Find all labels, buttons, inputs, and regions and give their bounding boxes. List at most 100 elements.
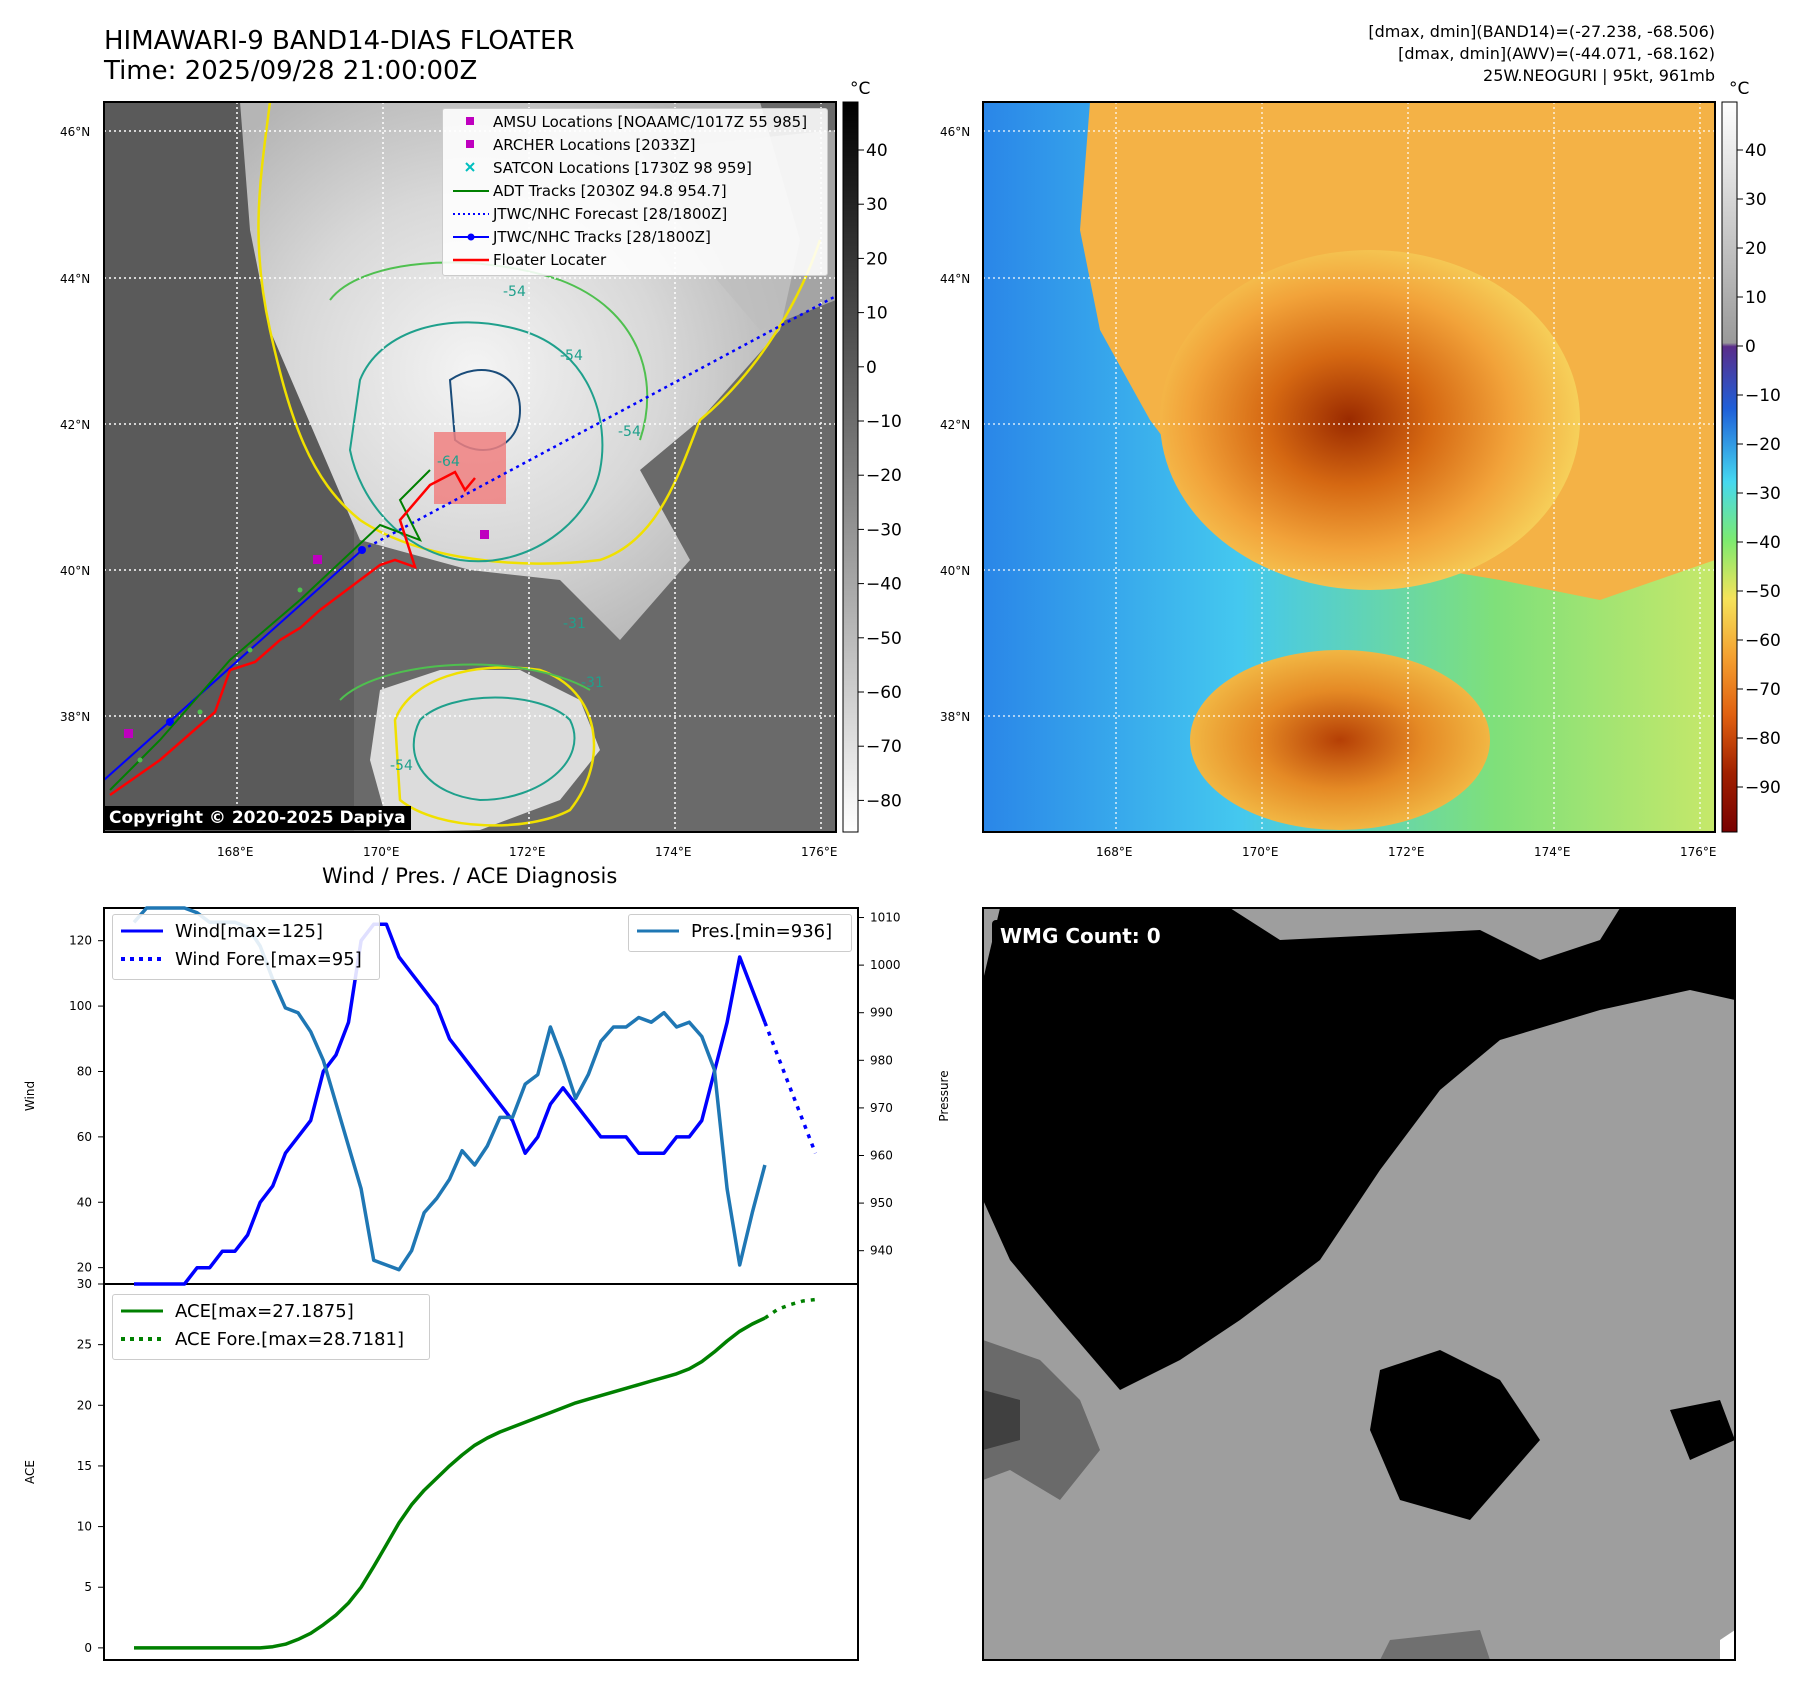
copyright-badge: Copyright © 2020-2025 Dapiya [104,806,411,830]
colorbar-tick-label: −10 [866,412,902,432]
contour-green [329,261,649,701]
y-right-tick-label: 990 [870,1006,893,1020]
ace-legend: ACE[max=27.1875] ACE Fore.[max=28.7181] [112,1294,430,1360]
legend-label: Wind[max=125] [175,921,323,942]
colorbar-tick-label: 40 [1745,141,1767,161]
colorbar-tick-label: −50 [866,629,902,649]
cloud-band-south [370,670,600,832]
legend-item: Wind Fore.[max=95] [113,947,379,970]
y-tick-label: 40 [77,1195,92,1209]
legend-item: ADT Tracks [2030Z 94.8 954.7] [443,180,827,202]
legend-label: ADT Tracks [2030Z 94.8 954.7] [493,182,727,200]
legend-label: Pres.[min=936] [691,921,833,942]
wmg-count-badge: WMG Count: 0 [992,920,1169,952]
line-icon [121,1309,163,1313]
legend-item: ACE[max=27.1875] [113,1299,429,1322]
colorbar-tick-label: −80 [1745,729,1781,749]
colorbar-tick-label: −20 [866,466,902,486]
dotted-line-icon [121,957,163,961]
y-tick-label: 20 [77,1261,92,1275]
legend-item: Floater Locater [443,249,827,271]
line-icon [121,929,163,933]
best-track [104,549,363,781]
y-right-tick-label: 980 [870,1053,893,1067]
legend-label: ARCHER Locations [2033Z] [493,136,696,154]
lon-label: 168°E [1096,845,1133,859]
series-line [763,1021,818,1154]
colorbar-tick-label: 20 [866,249,888,269]
y-axis-label: ACE [23,1460,37,1484]
y-tick-label: 5 [84,1580,92,1594]
lon-label: 174°E [1534,845,1571,859]
lon-label: 176°E [801,845,838,859]
legend-label: AMSU Locations [NOAAMC/1017Z 55 985] [493,113,808,131]
gray-colorbar [842,101,859,833]
legend-item: AMSU Locations [NOAAMC/1017Z 55 985] [443,111,827,133]
contour-label: -54 [390,758,413,774]
ace-plot: 0 5 10 15 20 25 30 ACE [23,1277,816,1655]
y-tick-label: 80 [77,1064,92,1078]
warm-south [1190,650,1490,830]
chart-title: HIMAWARI-9 BAND14-DIAS FLOATER [104,26,575,56]
info-line: [dmax, dmin](AWV)=(-44.071, -68.162) [1398,44,1715,63]
legend-item: JTWC/NHC Forecast [28/1800Z] [443,203,827,225]
colorbar-tick-label: −50 [1745,582,1781,602]
y-right-tick-label: 950 [870,1196,893,1210]
lat-label: 38°N [940,710,970,724]
pressure-legend: Pres.[min=936] [628,914,852,952]
colorbar-tick-label: −20 [1745,435,1781,455]
legend-label: ACE[max=27.1875] [175,1301,354,1322]
contour-label: -54 [560,348,583,364]
colorbar-tick-label: −60 [866,683,902,703]
info-line: [dmax, dmin](BAND14)=(-27.238, -68.506) [1368,22,1715,41]
y-right-tick-label: 940 [870,1244,893,1258]
square-marker-icon [466,140,474,148]
lat-label: 44°N [940,272,970,286]
floater-box [434,432,506,504]
colorbar-tick-label: −90 [1745,778,1781,798]
contour-label: -31 [581,675,604,691]
y-tick-label: 60 [77,1130,92,1144]
dotted-line-icon [121,1337,163,1341]
square-marker-icon [466,117,474,125]
y-right-tick-label: 1000 [870,958,901,972]
contour-label: -31 [563,616,586,632]
colorbar-tick-label: 30 [1745,190,1767,210]
contour-label: -54 [618,424,641,440]
legend-label: Wind Fore.[max=95] [175,949,362,970]
y-axis-label: Wind [23,1081,37,1111]
lon-label: 172°E [1388,845,1425,859]
floater-track [109,470,476,797]
wmg-panel [982,907,1736,1661]
y-right-axis-label: Pressure [937,1070,951,1121]
legend-label: ACE Fore.[max=28.7181] [175,1329,404,1350]
y-tick-label: 15 [77,1459,92,1473]
colorbar-tick-label: 10 [866,304,888,324]
contour-label: -54 [503,284,526,300]
x-marker-icon [465,162,475,172]
y-tick-label: 20 [77,1398,92,1412]
wind-pressure-plot: 20 40 60 80 100 120 Wind 940 950 960 970 980 990 1000… [23,906,951,1286]
legend-item: Pres.[min=936] [629,919,851,942]
colorbar-tick-label: −30 [1745,484,1781,504]
colorbar-tick-label: 0 [866,358,877,378]
series-line [134,1316,766,1650]
colorbar-tick-label: 10 [1745,288,1767,308]
wmg-black-region [983,908,1735,1390]
contour-teal [348,321,604,802]
colorbar-tick-label: 30 [866,195,888,215]
lat-label: 38°N [60,710,90,724]
color-colorbar [1721,101,1738,833]
cbar-unit: °C [850,79,870,99]
colorbar-tick-label: −70 [1745,680,1781,700]
line-icon [453,258,489,262]
legend-item: JTWC/NHC Tracks [28/1800Z] [443,226,827,248]
legend-label: JTWC/NHC Tracks [28/1800Z] [493,228,711,246]
warm-core [1160,250,1580,590]
line-dot-icon [453,233,489,241]
colorbar-tick-label: −80 [866,791,902,811]
y-tick-label: 120 [69,934,92,948]
lon-label: 176°E [1680,845,1717,859]
lon-label: 170°E [363,845,400,859]
